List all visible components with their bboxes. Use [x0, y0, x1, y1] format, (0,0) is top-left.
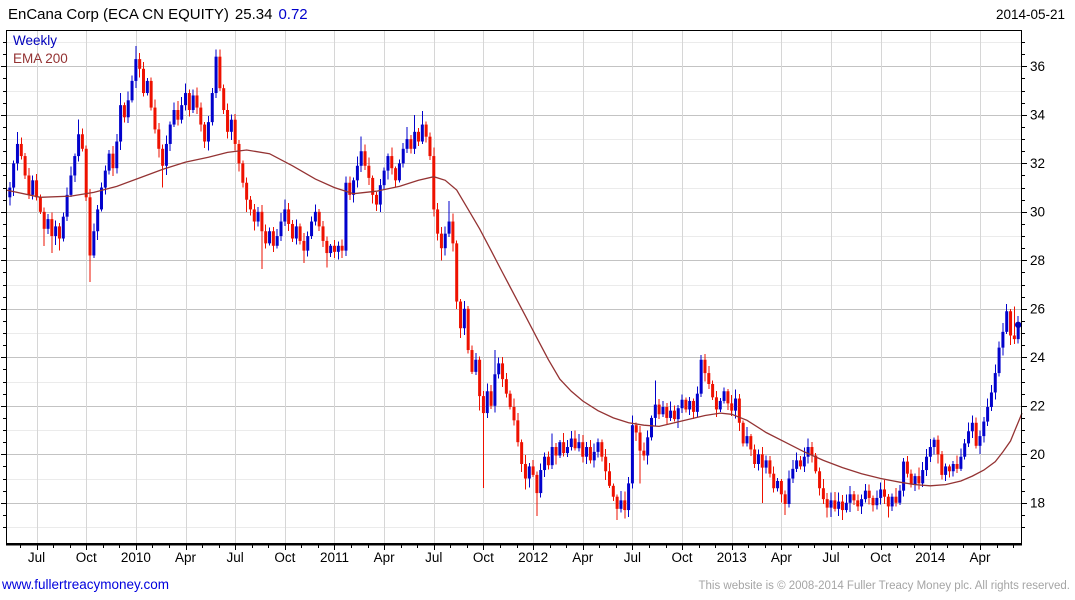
legend-ema-200: EMA 200: [13, 51, 68, 66]
x-axis-label: Oct: [274, 550, 295, 565]
x-axis-label: 2013: [717, 550, 747, 565]
x-axis-label: Oct: [473, 550, 494, 565]
x-axis-label: Apr: [771, 550, 793, 565]
chart-title: EnCana Corp (ECA CN EQUITY) 25.34 0.72: [8, 6, 308, 23]
last-price-dot: [1014, 321, 1022, 329]
x-axis-label: Oct: [672, 550, 693, 565]
x-axis-label: Oct: [76, 550, 97, 565]
copyright-text: This website is © 2008-2014 Fuller Treac…: [698, 580, 1070, 592]
x-axis-label: Apr: [572, 550, 594, 565]
x-axis-label: 2011: [320, 550, 349, 565]
y-axis-label: 20: [1030, 447, 1045, 462]
y-axis-label: 28: [1030, 253, 1045, 268]
x-axis-label: Apr: [969, 550, 991, 565]
x-axis-label: 2010: [121, 550, 151, 565]
y-axis-label: 32: [1030, 156, 1045, 171]
x-axis-label: Jul: [425, 550, 442, 565]
chart-date: 2014-05-21: [995, 7, 1065, 22]
instrument-name: EnCana Corp (ECA CN EQUITY): [8, 6, 229, 23]
x-axis-label: Jul: [822, 550, 839, 565]
x-axis-label: Jul: [227, 550, 244, 565]
y-axis-label: 26: [1030, 302, 1045, 317]
x-axis-label: Apr: [374, 550, 396, 565]
y-axis-label: 30: [1030, 205, 1045, 220]
y-axis-label: 24: [1030, 350, 1046, 365]
x-axis-label: Jul: [624, 550, 641, 565]
y-axis-label: 22: [1030, 399, 1045, 414]
last-price: 25.34: [234, 6, 273, 23]
x-axis-label: 2012: [518, 550, 548, 565]
x-axis-label: Apr: [175, 550, 197, 565]
legend-timeframe: Weekly: [13, 33, 58, 48]
x-axis-label: Jul: [28, 550, 45, 565]
y-axis-label: 18: [1030, 496, 1045, 511]
x-axis-label: Oct: [870, 550, 891, 565]
price-change: 0.72: [278, 6, 308, 23]
y-axis-label: 36: [1030, 59, 1045, 74]
x-axis-label: 2014: [915, 550, 946, 565]
ema-line: [5, 149, 1023, 487]
y-axis-label: 34: [1030, 108, 1046, 123]
website-link[interactable]: www.fullertreacymoney.com: [2, 577, 170, 592]
